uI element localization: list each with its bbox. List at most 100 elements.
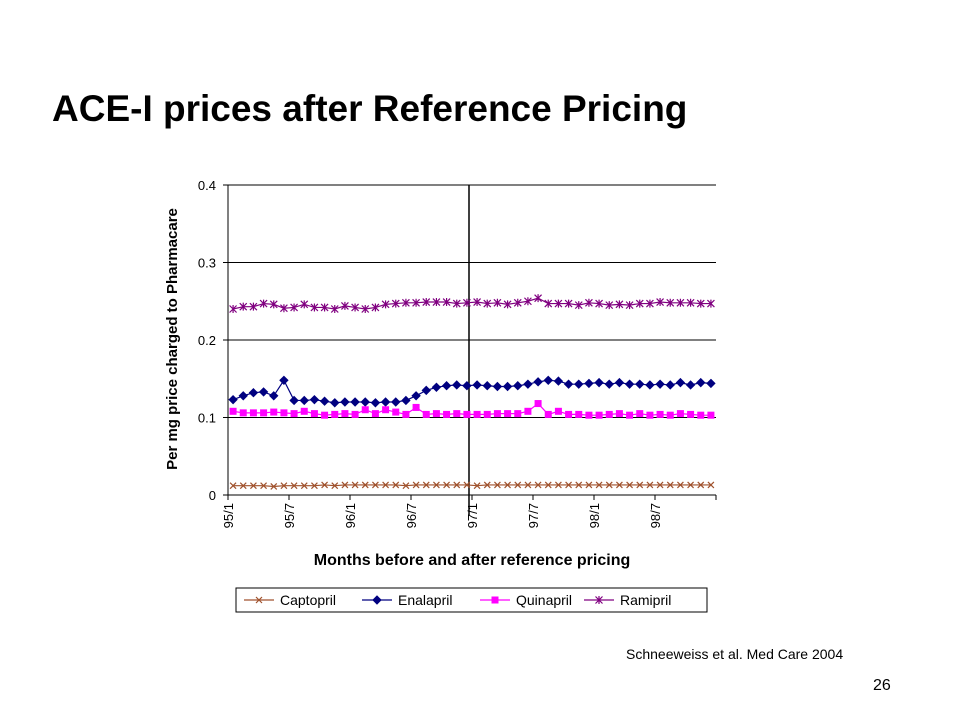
data-point xyxy=(350,397,360,407)
data-point xyxy=(686,298,695,307)
data-point xyxy=(585,481,593,489)
data-point xyxy=(563,379,574,389)
data-point xyxy=(412,403,420,411)
data-point xyxy=(442,298,451,307)
legend-item-ramipril: Ramipril xyxy=(584,592,671,608)
data-point xyxy=(575,410,583,418)
data-point xyxy=(615,300,624,309)
data-point xyxy=(255,596,263,604)
data-point xyxy=(504,481,512,489)
data-point xyxy=(544,410,552,418)
data-point xyxy=(656,298,665,307)
data-point xyxy=(492,381,503,392)
data-point xyxy=(565,481,573,489)
data-point xyxy=(463,481,471,489)
data-point xyxy=(290,303,299,312)
data-point xyxy=(380,397,391,407)
data-point xyxy=(341,410,349,418)
data-point xyxy=(574,379,584,389)
data-point xyxy=(514,481,522,489)
x-axis-title: Months before and after reference pricin… xyxy=(314,552,631,569)
legend-box xyxy=(235,587,708,613)
data-point xyxy=(666,481,674,489)
data-point xyxy=(656,410,664,418)
data-point xyxy=(309,394,320,405)
data-point xyxy=(513,298,522,307)
data-point xyxy=(585,411,593,419)
legend-item-enalapril: Enalapril xyxy=(362,592,452,608)
data-point xyxy=(371,481,379,489)
data-point xyxy=(280,409,288,417)
series-quinapril xyxy=(229,400,715,419)
data-point xyxy=(513,381,523,391)
data-point xyxy=(229,407,237,415)
citation: Schneeweiss et al. Med Care 2004 xyxy=(626,646,844,662)
data-point xyxy=(361,406,369,414)
data-point xyxy=(280,482,288,490)
data-point xyxy=(452,380,462,390)
data-point xyxy=(696,299,705,308)
data-point xyxy=(270,408,278,416)
data-point xyxy=(493,481,501,489)
data-point xyxy=(523,379,533,389)
data-point xyxy=(331,410,339,418)
data-point xyxy=(504,410,512,418)
data-point xyxy=(361,305,370,313)
data-point xyxy=(605,410,613,418)
data-point xyxy=(514,410,522,418)
data-point xyxy=(421,385,431,396)
x-tick-label: 98/7 xyxy=(648,503,663,528)
data-point xyxy=(249,482,257,490)
x-tick-label: 96/7 xyxy=(404,503,419,528)
data-point xyxy=(584,298,593,307)
data-point xyxy=(289,395,299,406)
series-captopril xyxy=(229,481,715,490)
data-point xyxy=(411,391,421,401)
data-point xyxy=(310,303,319,312)
data-point xyxy=(351,481,359,489)
legend-item-quinapril: Quinapril xyxy=(480,592,572,608)
data-point xyxy=(544,299,553,308)
data-point xyxy=(453,481,461,489)
x-tick-label: 98/1 xyxy=(587,503,602,528)
data-point xyxy=(462,298,471,307)
data-point xyxy=(371,410,379,418)
data-point xyxy=(392,408,400,416)
data-point xyxy=(453,410,461,418)
y-tick-label: 0.4 xyxy=(198,178,216,193)
data-point xyxy=(381,300,390,309)
data-point xyxy=(534,400,542,408)
data-point xyxy=(685,380,696,390)
gridlines xyxy=(228,184,716,418)
data-point xyxy=(676,410,684,418)
data-point xyxy=(372,595,382,605)
data-point xyxy=(321,411,329,419)
data-point xyxy=(320,303,329,312)
data-point xyxy=(666,411,674,419)
data-point xyxy=(491,596,499,604)
data-point xyxy=(432,481,440,489)
data-point xyxy=(382,481,390,489)
data-point xyxy=(483,481,491,489)
series-ramipril xyxy=(229,294,715,313)
legend-label: Captopril xyxy=(280,592,336,608)
data-point xyxy=(300,300,309,309)
legend: Captopril Enalapril Quinapril Ramipril xyxy=(235,587,708,613)
data-point xyxy=(238,391,248,401)
data-point xyxy=(462,381,472,391)
y-tick-label: 0.2 xyxy=(198,333,216,348)
data-point xyxy=(615,410,623,418)
data-point xyxy=(635,299,644,308)
data-point xyxy=(248,387,259,398)
data-point xyxy=(493,298,502,307)
data-point xyxy=(392,481,400,489)
data-point xyxy=(554,299,563,308)
data-point xyxy=(249,409,257,417)
data-point xyxy=(605,301,614,310)
data-point xyxy=(604,379,614,389)
y-tick-label: 0 xyxy=(209,488,216,503)
data-point xyxy=(636,481,644,489)
x-tick-label: 95/7 xyxy=(282,503,297,528)
data-point xyxy=(656,481,664,489)
